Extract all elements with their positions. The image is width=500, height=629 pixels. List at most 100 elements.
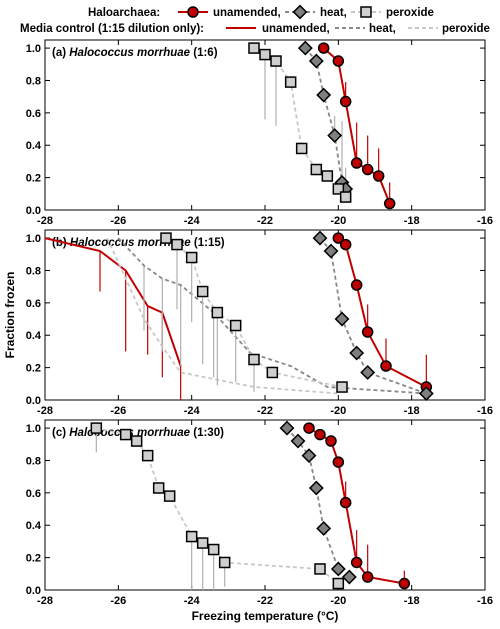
data-point-diamond: [312, 230, 328, 246]
y-tick-label: 0.6: [26, 298, 41, 310]
series-line: [44, 237, 182, 367]
data-point-circle: [303, 422, 315, 434]
y-tick-label: 0.0: [26, 585, 41, 597]
series-haloarchaea-peroxide: [248, 42, 352, 203]
data-point-square: [130, 435, 143, 447]
y-tick-label: 0.0: [26, 395, 41, 407]
x-axis-title: Freezing temperature (°C): [192, 609, 339, 623]
panel-b-title: (b) Halococcus morrhuae (1:15): [52, 237, 225, 249]
data-point-square: [284, 76, 297, 88]
y-tick-label: 0.4: [26, 520, 42, 532]
data-point-square: [248, 353, 260, 366]
panel-b-ticks: -28 -26 -24 -22 -20 -18 -16 0.0 0.2 0.4 0.6 0.8 1.0: [26, 230, 493, 417]
series-haloarchaea-peroxide: [160, 232, 348, 393]
data-point-circle: [339, 496, 352, 509]
panel-c-ticks: -28 -26 -24 -22 -20 -18 -16 0.0 0.2 0.4 0.6 0.8 1.0: [26, 420, 493, 607]
data-point-diamond: [341, 569, 357, 585]
x-tick-label: -20: [330, 405, 346, 417]
panel-b: (b) Halococcus morrhuae (1:15) -28 -26 -24…: [26, 229, 493, 417]
legend: Haloarchaea: unamended, heat, peroxide M…: [20, 4, 490, 35]
data-point-square: [185, 530, 198, 543]
panel-a-series: [248, 40, 396, 210]
data-point-diamond: [418, 386, 434, 401]
y-tick-label: 0.8: [26, 455, 41, 467]
data-point-diamond: [349, 345, 365, 361]
data-point-square: [196, 537, 209, 549]
data-point-circle: [332, 55, 345, 67]
x-tick-label: -26: [110, 595, 126, 607]
data-point-circle: [361, 571, 374, 583]
panel-c: (c) Halococcus morrhuae (1:30) -28-26-24…: [26, 419, 493, 607]
x-tick-label: -18: [404, 595, 420, 607]
data-point-square: [171, 238, 183, 251]
data-point-circle: [314, 428, 326, 441]
data-point-square: [270, 55, 282, 67]
data-point-square: [332, 183, 345, 195]
y-tick-label: 1.0: [26, 423, 41, 435]
data-point-square: [310, 163, 323, 176]
x-tick-label: -28: [37, 595, 53, 607]
data-point-diamond: [360, 365, 376, 380]
data-point-square: [119, 428, 132, 441]
data-point-square: [295, 142, 308, 155]
data-point-diamond: [316, 521, 332, 536]
x-tick-label: -22: [257, 405, 273, 417]
data-point-diamond: [330, 561, 346, 577]
legend-row2-title: Media control (1:15 dilution only):: [20, 23, 204, 35]
series-haloarchaea-heat: [312, 230, 434, 401]
y-tick-label: 0.2: [26, 173, 41, 185]
panel-b-series: [44, 230, 434, 401]
series-haloarchaea-unamended: [303, 422, 411, 590]
series-haloarchaea-heat: [279, 420, 357, 585]
data-point-diamond: [316, 87, 332, 103]
data-point-square: [185, 251, 198, 264]
y-tick-label: 0.6: [26, 488, 41, 500]
y-tick-label: 0.4: [26, 140, 42, 152]
data-point-diamond: [323, 243, 339, 259]
data-point-square: [163, 490, 176, 502]
x-tick-label: -22: [257, 595, 273, 607]
legend-row1-item-peroxide: peroxide: [386, 7, 434, 19]
data-point-square: [336, 381, 348, 393]
y-tick-label: 0.8: [26, 265, 41, 277]
y-tick-label: 1.0: [26, 43, 41, 55]
x-tick-label: -16: [477, 215, 493, 227]
data-point-square: [218, 556, 231, 569]
data-point-square: [160, 232, 172, 244]
data-point-diamond: [290, 433, 306, 449]
data-point-diamond: [334, 311, 350, 327]
panel-c-series: [90, 420, 411, 590]
data-point-square: [90, 422, 103, 434]
data-point-square: [141, 449, 154, 462]
data-point-circle: [350, 556, 363, 569]
data-point-square: [332, 577, 345, 590]
data-point-circle: [361, 326, 374, 338]
data-point-diamond: [297, 40, 313, 56]
series-line: [106, 237, 339, 395]
legend-row2-item-unamended: unamended,: [262, 23, 330, 35]
data-point-square: [314, 563, 326, 575]
series-haloarchaea-unamended: [317, 42, 396, 210]
x-tick-label: -18: [404, 405, 420, 417]
y-tick-label: 0.4: [26, 330, 42, 342]
panel-c-frame: [44, 419, 486, 591]
data-point-diamond: [308, 53, 324, 69]
data-point-circle: [383, 197, 396, 210]
x-tick-label: -16: [477, 405, 493, 417]
data-point-diamond: [279, 420, 295, 436]
data-point-circle: [339, 95, 352, 108]
x-tick-label: -26: [110, 215, 126, 227]
legend-row2-item-peroxide: peroxide: [442, 23, 490, 35]
legend-marker-heat: [292, 4, 308, 20]
data-point-square: [259, 48, 271, 61]
series-control-unamended: [44, 237, 182, 400]
data-point-square: [229, 319, 242, 332]
data-point-square: [339, 191, 352, 203]
data-point-circle: [361, 163, 374, 176]
x-tick-label: -24: [184, 215, 201, 227]
series-line: [96, 427, 339, 585]
x-tick-label: -26: [110, 405, 126, 417]
data-point-diamond: [301, 448, 317, 464]
data-point-circle: [350, 157, 363, 169]
